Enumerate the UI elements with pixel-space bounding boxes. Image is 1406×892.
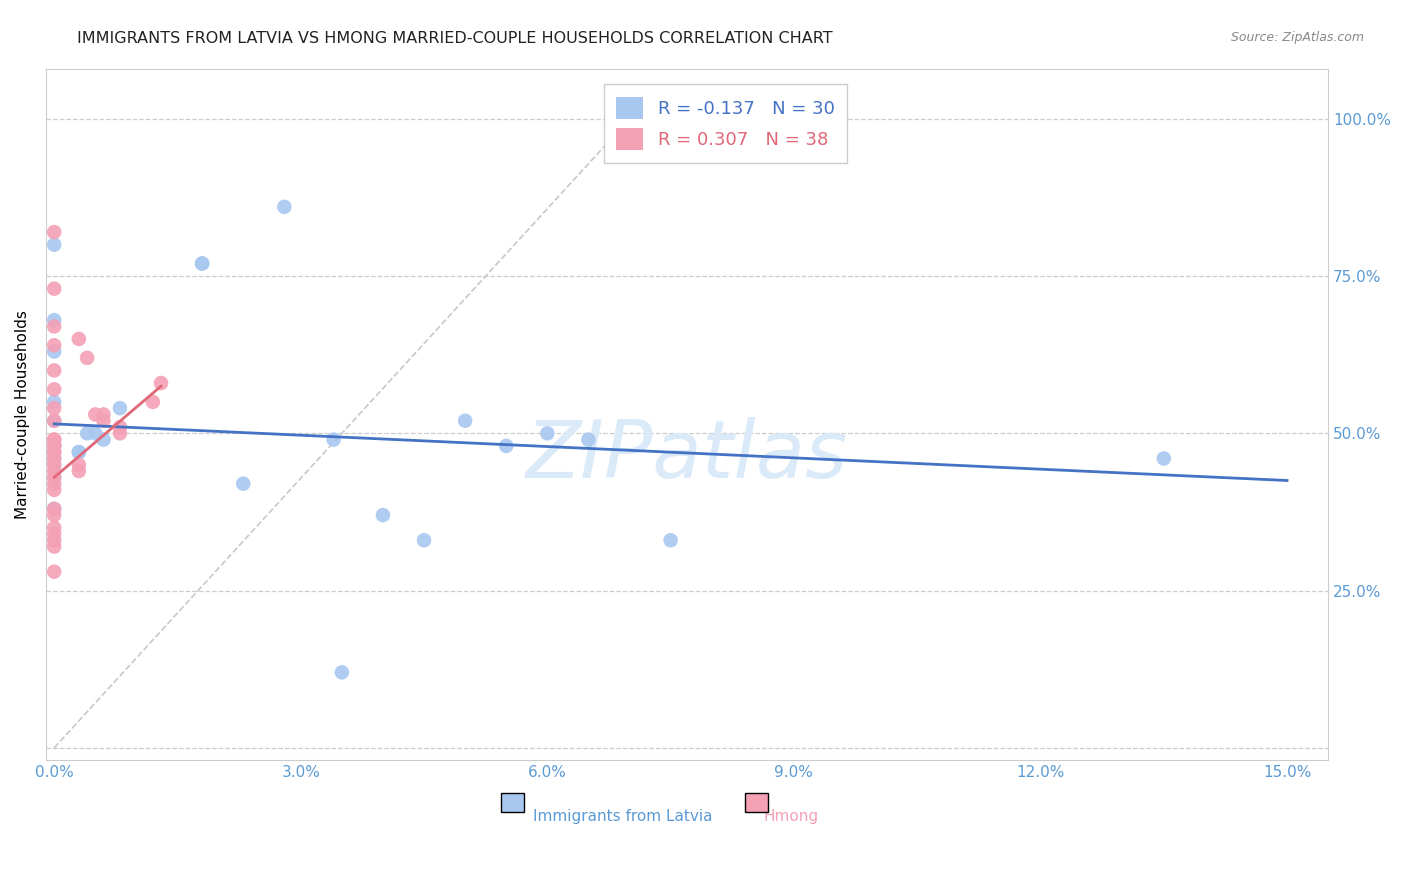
Y-axis label: Married-couple Households: Married-couple Households [15, 310, 30, 519]
Point [44, 508, 66, 522]
FancyBboxPatch shape [501, 793, 524, 813]
Point [150, 376, 173, 390]
Point [44, 433, 66, 447]
Text: Source: ZipAtlas.com: Source: ZipAtlas.com [1230, 31, 1364, 45]
Point [413, 533, 436, 548]
Point [44, 439, 66, 453]
Point [232, 476, 254, 491]
Text: Hmong: Hmong [763, 809, 820, 824]
Point [44, 540, 66, 554]
Point [44, 433, 66, 447]
Point [108, 401, 131, 416]
Point [44, 395, 66, 409]
Point [44, 458, 66, 472]
Point [44, 451, 66, 466]
Text: ZIPatlas: ZIPatlas [526, 417, 848, 495]
Point [93, 414, 115, 428]
Point [67, 332, 90, 346]
Point [67, 445, 90, 459]
Point [44, 501, 66, 516]
Point [191, 256, 214, 270]
Point [44, 401, 66, 416]
Point [76, 426, 98, 441]
Point [44, 414, 66, 428]
Point [44, 476, 66, 491]
Point [142, 395, 165, 409]
Point [44, 282, 66, 296]
Point [84, 426, 107, 441]
Point [44, 483, 66, 497]
Point [44, 451, 66, 466]
Point [44, 237, 66, 252]
Text: Immigrants from Latvia: Immigrants from Latvia [533, 809, 713, 824]
Point [659, 533, 682, 548]
Point [371, 508, 394, 522]
Point [578, 433, 600, 447]
Point [93, 408, 115, 422]
Point [67, 464, 90, 478]
Point [67, 445, 90, 459]
Point [108, 420, 131, 434]
Point [44, 313, 66, 327]
Point [44, 458, 66, 472]
Point [44, 464, 66, 478]
Point [44, 470, 66, 484]
Point [44, 439, 66, 453]
Point [44, 439, 66, 453]
Text: IMMIGRANTS FROM LATVIA VS HMONG MARRIED-COUPLE HOUSEHOLDS CORRELATION CHART: IMMIGRANTS FROM LATVIA VS HMONG MARRIED-… [77, 31, 832, 46]
Point [44, 501, 66, 516]
Point [44, 533, 66, 548]
Legend: R = -0.137   N = 30, R = 0.307   N = 38: R = -0.137 N = 30, R = 0.307 N = 38 [603, 85, 848, 163]
Point [44, 382, 66, 396]
Point [44, 338, 66, 352]
Point [44, 445, 66, 459]
Point [108, 426, 131, 441]
Point [44, 319, 66, 334]
Point [44, 470, 66, 484]
Point [44, 521, 66, 535]
Point [1153, 451, 1175, 466]
Point [76, 351, 98, 365]
Point [44, 527, 66, 541]
Point [44, 565, 66, 579]
Point [44, 445, 66, 459]
Point [44, 225, 66, 239]
Point [273, 200, 295, 214]
Point [536, 426, 558, 441]
Point [93, 433, 115, 447]
Point [67, 458, 90, 472]
Point [44, 363, 66, 377]
Point [44, 344, 66, 359]
Point [330, 665, 353, 680]
Point [454, 414, 477, 428]
Point [495, 439, 517, 453]
Point [44, 414, 66, 428]
FancyBboxPatch shape [745, 793, 768, 813]
Point [84, 408, 107, 422]
Point [322, 433, 344, 447]
Point [191, 256, 214, 270]
